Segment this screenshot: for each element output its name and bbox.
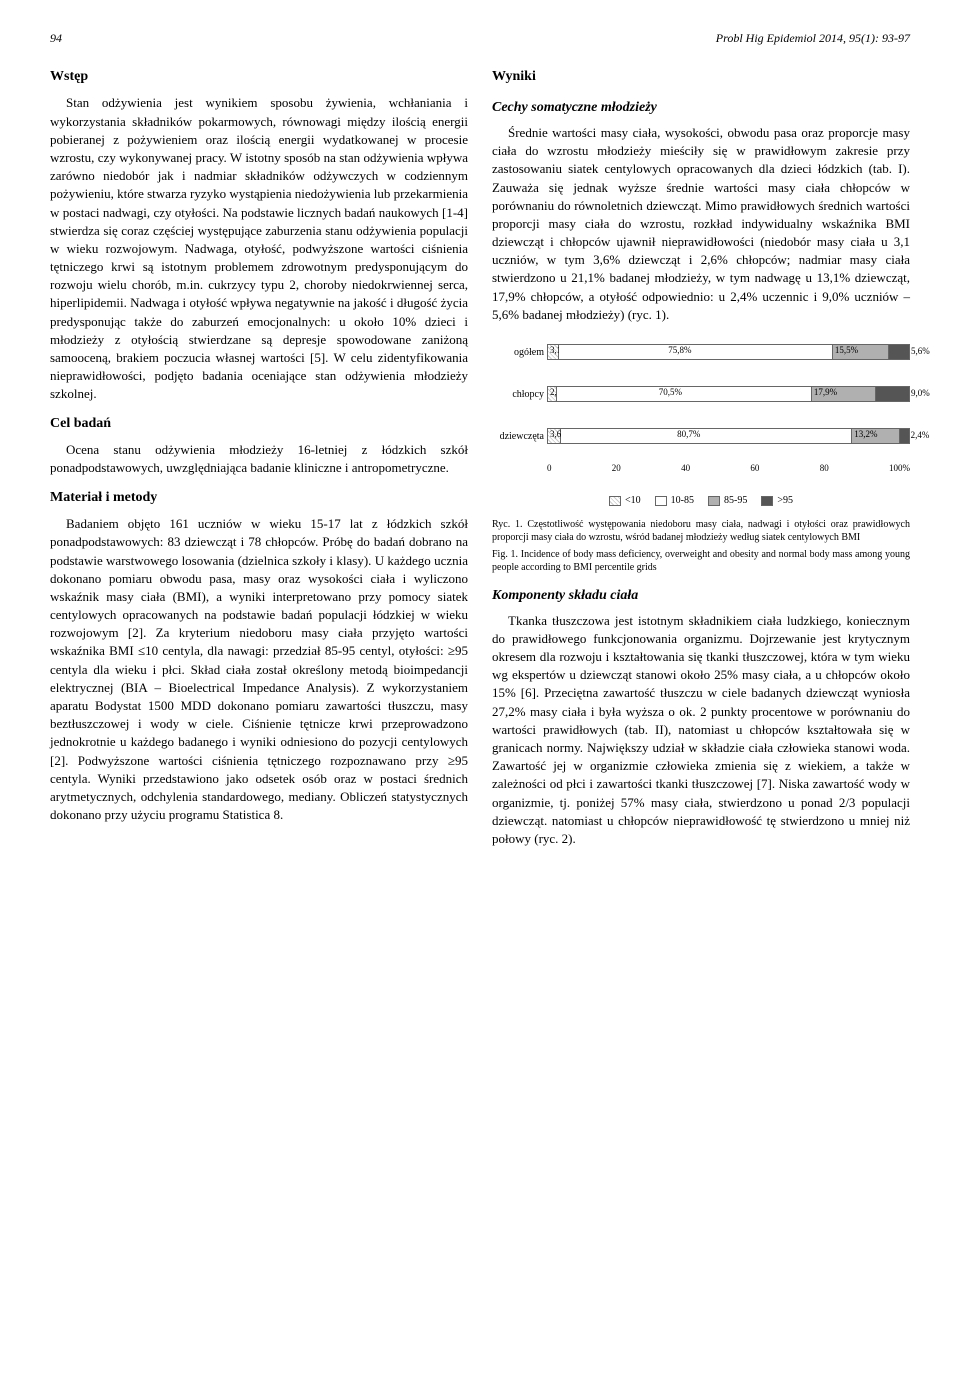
bar-row-dziewczeta: dziewczęta 3,6% 80,7% 13,2% 2,4% — [547, 420, 910, 454]
legend-item-1085: 10-85 — [655, 494, 694, 508]
legend-swatch-icon — [708, 496, 720, 506]
legend-item-lt10: <10 — [609, 494, 641, 508]
legend-item-gt95: >95 — [761, 494, 793, 508]
x-tick: 100% — [889, 462, 910, 475]
left-column: Wstęp Stan odżywienia jest wynikiem spos… — [50, 67, 468, 858]
right-column: Wyniki Cechy somatyczne młodzieży Średni… — [492, 67, 910, 858]
bar-track: 3,6% 80,7% 13,2% 2,4% — [547, 428, 910, 444]
bar-segment-8595: 17,9% — [812, 387, 877, 401]
page-header: 94 Probl Hig Epidemiol 2014, 95(1): 93-9… — [50, 30, 910, 47]
subsection-cechy: Cechy somatyczne młodzieży — [492, 98, 910, 118]
komponenty-paragraph: Tkanka tłuszczowa jest istotnym składnik… — [492, 612, 910, 848]
legend-swatch-icon — [609, 496, 621, 506]
bar-segment-1085: 70,5% — [557, 387, 812, 401]
segment-value: 80,7% — [677, 428, 700, 441]
segment-value: 15,5% — [835, 344, 858, 357]
segment-value: 2,4% — [911, 429, 930, 442]
figure-caption-pl: Ryc. 1. Częstotliwość występowania niedo… — [492, 518, 910, 544]
legend-label: <10 — [625, 494, 641, 508]
legend-label: 10-85 — [671, 494, 694, 508]
bar-segment-1085: 80,7% — [561, 429, 852, 443]
bar-track: 2,6% 70,5% 17,9% 9,0% — [547, 386, 910, 402]
bar-segment-gt95: 5,6% — [889, 345, 909, 359]
segment-value: 17,9% — [814, 386, 837, 399]
legend-label: 85-95 — [724, 494, 747, 508]
bar-segment-lt10: 3,6% — [548, 429, 561, 443]
bar-track: 3,1% 75,8% 15,5% 5,6% — [547, 344, 910, 360]
bar-segment-8595: 15,5% — [833, 345, 889, 359]
bar-row-ogólem: ogółem 3,1% 75,8% 15,5% 5,6% — [547, 336, 910, 370]
segment-value: 75,8% — [668, 344, 691, 357]
legend-swatch-icon — [655, 496, 667, 506]
cel-paragraph: Ocena stanu odżywienia młodzieży 16-letn… — [50, 441, 468, 477]
section-heading-cel: Cel badań — [50, 414, 468, 434]
journal-ref: Probl Hig Epidemiol 2014, 95(1): 93-97 — [716, 30, 910, 47]
material-paragraph: Badaniem objęto 161 uczniów w wieku 15-1… — [50, 515, 468, 824]
x-tick: 60 — [750, 462, 759, 475]
legend-item-8595: 85-95 — [708, 494, 747, 508]
x-tick: 20 — [612, 462, 621, 475]
two-column-layout: Wstęp Stan odżywienia jest wynikiem spos… — [50, 67, 910, 858]
segment-value: 5,6% — [911, 345, 930, 358]
section-heading-wyniki: Wyniki — [492, 67, 910, 87]
bar-segment-1085: 75,8% — [559, 345, 833, 359]
bar-row-chlopcy: chłopcy 2,6% 70,5% 17,9% 9,0% — [547, 378, 910, 412]
bar-chart-area: ogółem 3,1% 75,8% 15,5% 5,6% — [547, 336, 910, 486]
bar-segment-lt10: 2,6% — [548, 387, 557, 401]
wstep-paragraph: Stan odżywienia jest wynikiem sposobu ży… — [50, 94, 468, 403]
bar-segment-lt10: 3,1% — [548, 345, 559, 359]
x-tick: 80 — [820, 462, 829, 475]
figure-caption-en: Fig. 1. Incidence of body mass deficienc… — [492, 548, 910, 574]
legend-label: >95 — [777, 494, 793, 508]
section-heading-material: Materiał i metody — [50, 488, 468, 508]
bar-category-label: chłopcy — [492, 388, 544, 402]
chart-legend: <10 10-85 85-95 >95 — [492, 494, 910, 508]
bar-category-label: dziewczęta — [492, 430, 544, 444]
segment-value: 70,5% — [659, 386, 682, 399]
segment-value: 9,0% — [911, 387, 930, 400]
bar-segment-gt95: 9,0% — [876, 387, 908, 401]
figure-1-chart: ogółem 3,1% 75,8% 15,5% 5,6% — [492, 336, 910, 574]
cechy-paragraph: Średnie wartości masy ciała, wysokości, … — [492, 124, 910, 324]
x-tick: 0 — [547, 462, 552, 475]
segment-value: 13,2% — [854, 428, 877, 441]
x-tick: 40 — [681, 462, 690, 475]
legend-swatch-icon — [761, 496, 773, 506]
subsection-komponenty: Komponenty składu ciała — [492, 586, 910, 606]
section-heading-wstep: Wstęp — [50, 67, 468, 87]
x-axis: 0 20 40 60 80 100% — [547, 462, 910, 475]
bar-category-label: ogółem — [492, 346, 544, 360]
bar-segment-gt95: 2,4% — [900, 429, 909, 443]
page-number: 94 — [50, 30, 62, 47]
bar-segment-8595: 13,2% — [852, 429, 900, 443]
